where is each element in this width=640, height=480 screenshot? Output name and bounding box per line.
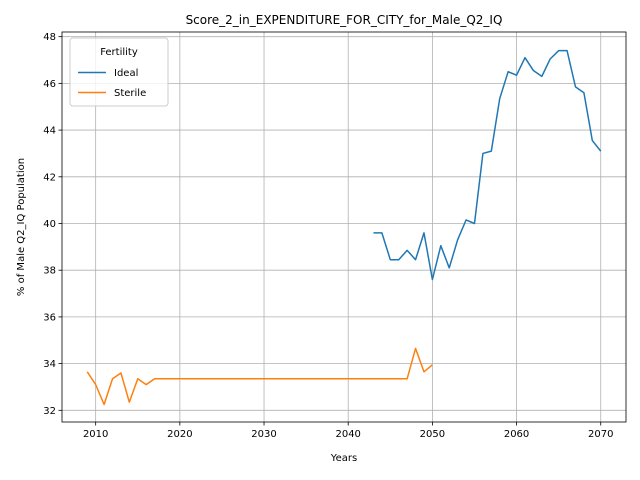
x-tick-label: 2070 bbox=[588, 429, 613, 440]
series-line-sterile bbox=[86, 347, 433, 406]
x-axis-label: Years bbox=[330, 453, 357, 464]
series-lines bbox=[86, 49, 602, 406]
x-tick-label: 2010 bbox=[83, 429, 108, 440]
legend-label: Sterile bbox=[114, 88, 146, 99]
y-tick-label: 42 bbox=[43, 172, 56, 183]
y-tick-label: 44 bbox=[43, 126, 56, 137]
x-tick-label: 2050 bbox=[420, 429, 445, 440]
x-tick-label: 2030 bbox=[251, 429, 276, 440]
legend-title: Fertility bbox=[100, 47, 138, 58]
y-tick-label: 48 bbox=[43, 32, 56, 43]
y-tick-label: 40 bbox=[43, 219, 56, 230]
y-tick-label: 32 bbox=[43, 406, 56, 417]
legend-box bbox=[69, 37, 169, 107]
grid-lines bbox=[62, 32, 626, 422]
y-axis-label: % of Male Q2_IQ Population bbox=[16, 158, 27, 296]
chart-title: Score_2_in_EXPENDITURE_FOR_CITY_for_Male… bbox=[186, 13, 503, 27]
series-line-ideal bbox=[373, 49, 602, 281]
y-tick-label: 36 bbox=[43, 312, 56, 323]
x-axis-ticks: 2010 2020 2030 2040 2050 2060 2070 bbox=[83, 422, 613, 440]
x-tick-label: 2020 bbox=[167, 429, 192, 440]
legend-label: Ideal bbox=[114, 68, 138, 79]
x-tick-label: 2060 bbox=[504, 429, 529, 440]
plot-frame bbox=[61, 31, 627, 423]
legend: Fertility Ideal Sterile bbox=[69, 37, 169, 107]
legend-items: Ideal Sterile bbox=[78, 68, 146, 99]
y-axis-ticks: 32 34 36 38 40 42 44 46 48 bbox=[43, 32, 62, 417]
y-tick-label: 34 bbox=[43, 359, 56, 370]
y-tick-label: 38 bbox=[43, 266, 56, 277]
y-tick-label: 46 bbox=[43, 79, 56, 90]
x-tick-label: 2040 bbox=[335, 429, 360, 440]
